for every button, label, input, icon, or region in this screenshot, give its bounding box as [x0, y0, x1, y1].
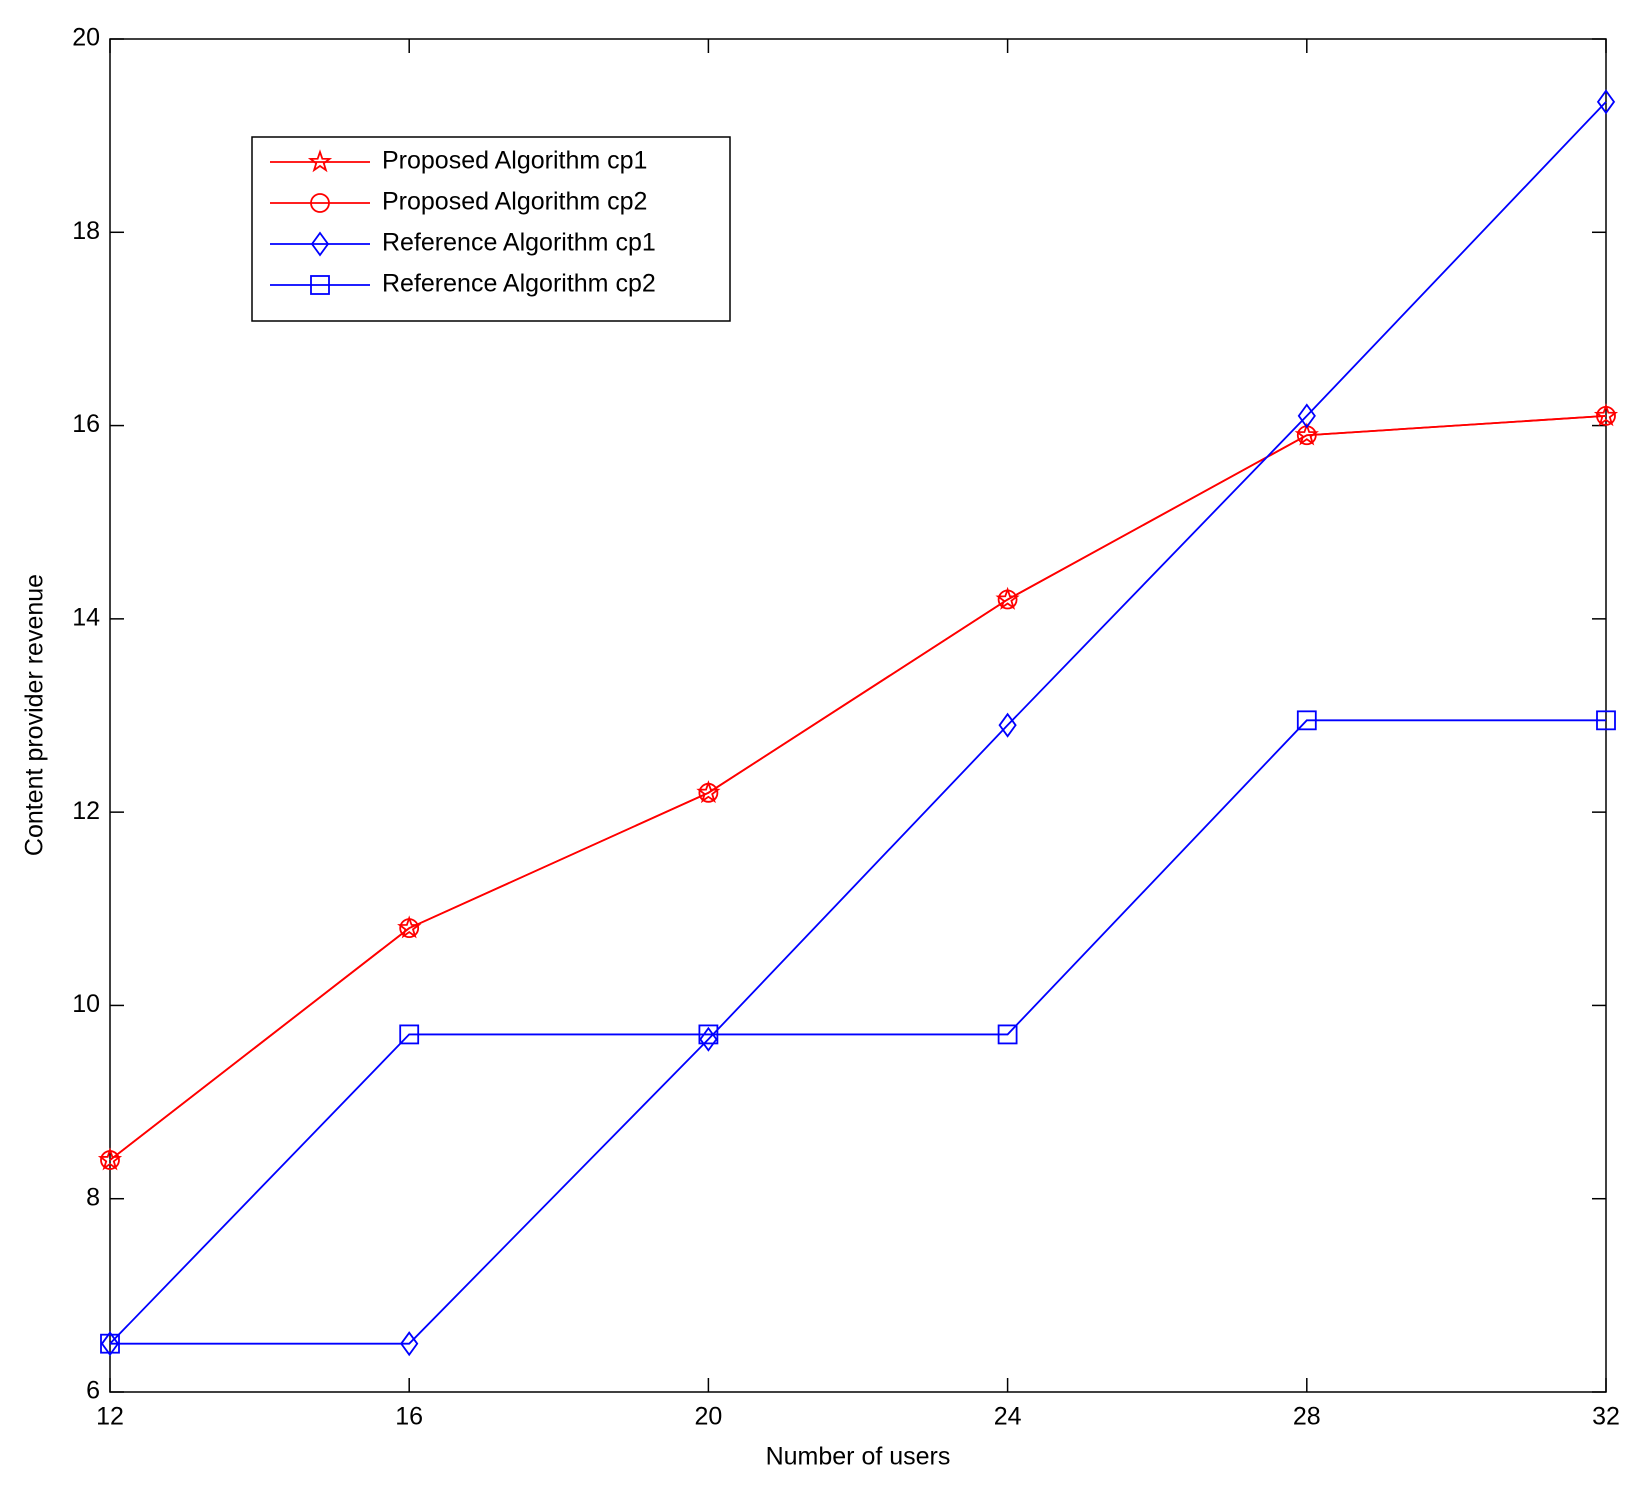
marker: [100, 1150, 120, 1170]
x-tick-label: 24: [994, 1403, 1022, 1431]
marker: [1296, 710, 1317, 731]
marker: [1596, 89, 1616, 115]
legend-label: Proposed Algorithm cp2: [382, 188, 647, 216]
series-line: [109, 719, 1606, 1345]
marker: [97, 1147, 123, 1171]
legend-marker: [310, 231, 330, 257]
marker: [399, 1024, 420, 1045]
y-tick-label: 20: [72, 24, 100, 52]
marker: [696, 780, 721, 804]
x-tick-label: 32: [1592, 1403, 1620, 1431]
marker: [1596, 710, 1616, 731]
y-tick-label: 16: [72, 410, 100, 438]
legend-label: Proposed Algorithm cp1: [382, 147, 647, 175]
legend-marker: [310, 275, 330, 295]
marker: [100, 1331, 120, 1357]
marker: [1596, 406, 1616, 426]
legend-label: Reference Algorithm cp2: [382, 270, 656, 298]
marker: [698, 1024, 719, 1045]
x-tick-label: 12: [96, 1403, 124, 1431]
y-tick-label: 6: [86, 1377, 100, 1405]
y-axis-label: Content provider revenue: [21, 574, 49, 856]
x-axis-label: Number of users: [766, 1443, 951, 1471]
y-tick-label: 8: [86, 1183, 100, 1211]
marker: [399, 918, 420, 939]
legend-box: [251, 136, 731, 322]
marker: [100, 1333, 120, 1354]
marker: [997, 1024, 1018, 1045]
y-tick-label: 14: [72, 603, 100, 631]
marker: [1294, 422, 1319, 446]
series-line: [109, 415, 1607, 1161]
y-tick-label: 12: [72, 797, 100, 825]
y-tick-label: 18: [72, 217, 100, 245]
y-tick-label: 10: [72, 990, 100, 1018]
marker: [699, 1026, 718, 1052]
marker: [998, 712, 1017, 738]
legend-marker: [307, 149, 333, 173]
x-tick-label: 28: [1293, 1403, 1321, 1431]
marker: [997, 589, 1018, 610]
legend-marker: [310, 193, 330, 213]
x-tick-label: 20: [694, 1403, 722, 1431]
marker: [1297, 403, 1316, 429]
marker: [698, 782, 719, 803]
marker: [1593, 403, 1619, 427]
series-line: [110, 101, 1607, 1345]
marker: [400, 1331, 419, 1357]
legend-label: Reference Algorithm cp1: [382, 229, 656, 257]
x-tick-label: 16: [395, 1403, 423, 1431]
